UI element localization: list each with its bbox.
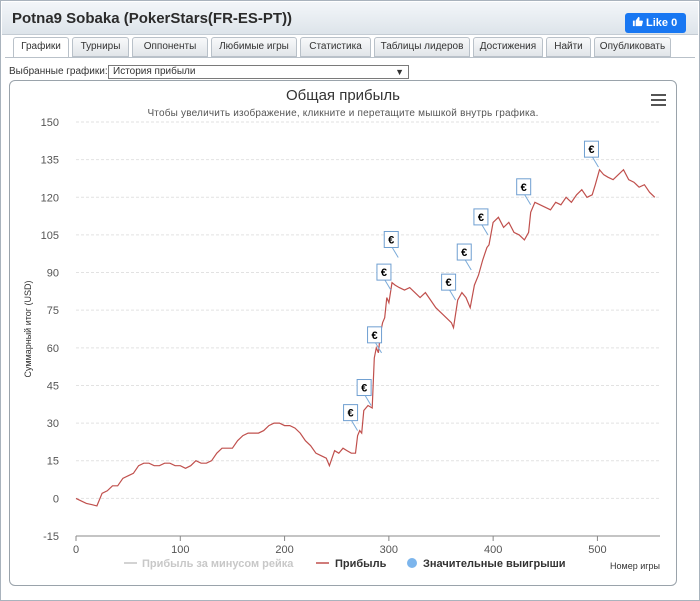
big-win-flag	[367, 326, 383, 344]
big-win-flag	[441, 273, 457, 291]
thumbs-up-icon	[632, 16, 643, 27]
big-win-flag	[343, 404, 359, 422]
tab-divider	[5, 57, 695, 58]
tab-tournaments[interactable]: Турниры	[72, 37, 129, 57]
big-win-symbol: €	[348, 408, 354, 420]
facebook-like-button[interactable]: Like 0	[625, 13, 686, 33]
y-tick-label: 60	[47, 343, 59, 355]
tab-find[interactable]: Найти	[546, 37, 591, 57]
profit-chart[interactable]: -15 0 15 30 45 60 75 90 105 120 135 150 0 100 200 300 40…	[10, 81, 676, 585]
big-win-flag	[473, 208, 489, 226]
tab-achievements[interactable]: Достижения	[473, 37, 543, 57]
big-win-symbol: €	[361, 383, 367, 395]
tab-statistics[interactable]: Статистика	[300, 37, 371, 57]
tab-charts[interactable]: Графики	[13, 37, 69, 58]
big-win-flag-pole	[524, 194, 532, 206]
tab-label: Достижения	[479, 41, 537, 52]
y-tick-label: 90	[47, 268, 59, 280]
chart-selector-value: История прибыли	[113, 66, 196, 77]
y-tick-label: 45	[47, 380, 59, 392]
big-win-flag-pole	[449, 289, 457, 301]
y-axis-label: Суммарный итог (USD)	[23, 280, 33, 377]
big-win-flag-pole	[481, 224, 489, 236]
legend-label-profit: Прибыль	[335, 558, 387, 570]
legend-label-big-wins: Значительные выигрыши	[423, 558, 566, 570]
big-win-flag-pole	[391, 247, 399, 258]
y-tick-label: 30	[47, 418, 59, 430]
y-tick-label: -15	[43, 531, 59, 543]
big-win-symbol: €	[588, 144, 594, 156]
legend-marker-big-wins	[407, 558, 417, 568]
x-tick-label: 100	[171, 544, 189, 556]
big-win-flag	[356, 379, 372, 397]
chart-selector-label: Выбранные графики:	[9, 66, 108, 77]
tab-label: Любимые игры	[219, 41, 289, 52]
y-tick-label: 150	[41, 117, 59, 129]
big-win-symbol: €	[478, 212, 484, 224]
profit-series-line	[75, 168, 656, 507]
big-win-symbol: €	[388, 234, 394, 246]
y-tick-label: 75	[47, 305, 59, 317]
big-win-symbol: €	[446, 277, 452, 289]
x-tick-label: 500	[588, 544, 606, 556]
y-tick-label: 105	[41, 230, 59, 242]
chart-subtitle: Чтобы увеличить изображение, кликните и …	[147, 108, 539, 119]
y-tick-label: 135	[41, 155, 59, 167]
tab-label: Статистика	[309, 41, 362, 52]
chart-title: Общая прибыль	[285, 87, 401, 104]
x-tick-label: 200	[275, 544, 293, 556]
y-tick-label: 15	[47, 456, 59, 468]
big-win-flag	[583, 140, 599, 158]
tab-label: Таблицы лидеров	[380, 41, 464, 52]
big-win-flag-pole	[375, 342, 382, 354]
y-tick-label: 120	[41, 192, 59, 204]
tab-label: Опубликовать	[599, 41, 666, 52]
x-tick-label: 0	[73, 544, 79, 556]
tab-opponents[interactable]: Оппоненты	[132, 37, 208, 57]
big-win-flag	[376, 263, 392, 281]
x-tick-label: 300	[380, 544, 398, 556]
chart-selector-dropdown[interactable]: История прибыли ▼	[108, 65, 409, 79]
big-win-flag-pole	[384, 279, 392, 291]
dropdown-arrow-icon: ▼	[395, 67, 404, 77]
tab-label: Найти	[554, 41, 583, 52]
tab-favorite-games[interactable]: Любимые игры	[211, 37, 297, 57]
big-win-flag	[383, 230, 399, 248]
big-win-flag-pole	[464, 259, 472, 271]
tab-leaderboards[interactable]: Таблицы лидеров	[374, 37, 470, 57]
tab-publish[interactable]: Опубликовать	[594, 37, 671, 57]
big-win-symbol: €	[371, 330, 377, 342]
like-label: Like 0	[646, 17, 678, 29]
window-title: Potna9 Sobaka (PokerStars(FR-ES-PT))	[12, 10, 293, 27]
chart-menu-icon[interactable]	[651, 94, 666, 106]
y-tick-label: 0	[53, 493, 59, 505]
big-win-flag-pole	[592, 156, 599, 168]
tab-label: Турниры	[80, 41, 121, 52]
big-win-symbol: €	[521, 182, 527, 194]
x-axis-label: Номер игры	[610, 561, 660, 571]
big-win-flag	[456, 243, 472, 261]
chart-panel[interactable]: Общая прибыль Чтобы увеличить изображени…	[9, 80, 677, 586]
x-tick-label: 400	[484, 544, 502, 556]
big-win-flag-pole	[364, 395, 372, 406]
tab-label: Графики	[21, 41, 61, 52]
legend-label-net-profit: Прибыль за минусом рейка	[142, 558, 294, 570]
tab-label: Оппоненты	[143, 41, 197, 52]
big-win-symbol: €	[461, 247, 467, 259]
big-win-flag	[516, 178, 532, 196]
big-win-flag-pole	[351, 420, 359, 431]
title-bar: Potna9 Sobaka (PokerStars(FR-ES-PT)) Lik…	[2, 2, 698, 35]
big-win-symbol: €	[381, 267, 387, 279]
